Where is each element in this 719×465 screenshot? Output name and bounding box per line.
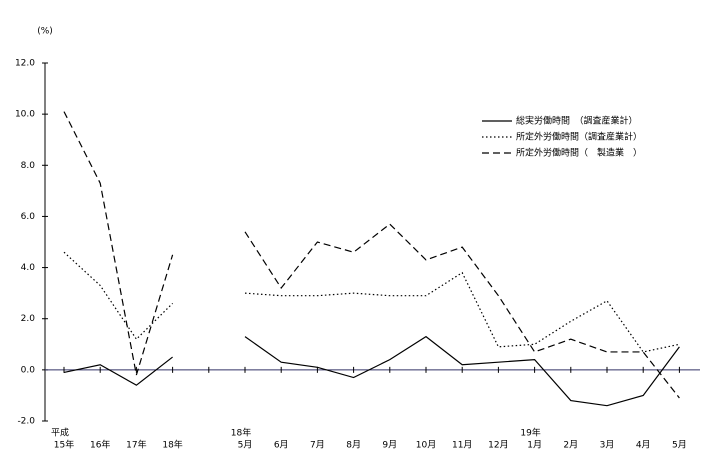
x-tick-group-label: 18年 xyxy=(231,427,251,439)
series-line xyxy=(63,111,680,399)
x-tick-label: 18年 xyxy=(162,439,182,451)
y-tick-label: 8.0 xyxy=(21,161,36,171)
x-tick-label: 12月 xyxy=(488,440,508,451)
x-tick-label: 7月 xyxy=(310,440,325,451)
x-tick-group-label: 19年 xyxy=(520,427,540,439)
series-line xyxy=(63,335,680,407)
y-tick-label: 12.0 xyxy=(15,59,35,69)
y-tick-label: 4.0 xyxy=(21,263,36,273)
x-tick-label: 16年 xyxy=(90,439,110,451)
x-tick-label: 15年 xyxy=(54,439,74,451)
x-tick-group-label: 平成 xyxy=(51,427,69,439)
legend-label: 所定外労働時間（ 製造業 ） xyxy=(516,147,642,159)
y-axis-label: (%) xyxy=(37,27,53,37)
x-tick-label: 3月 xyxy=(600,440,615,451)
legend-label: 所定外労働時間（調査産業計） xyxy=(516,131,642,143)
y-tick-label: -2.0 xyxy=(17,417,35,427)
x-tick-label: 6月 xyxy=(274,440,289,451)
x-tick-label: 4月 xyxy=(636,440,651,451)
x-tick-label: 1月 xyxy=(527,440,542,451)
y-tick-label: 10.0 xyxy=(15,110,35,120)
x-tick-label: 2月 xyxy=(563,440,578,451)
x-tick-label: 10月 xyxy=(416,440,436,451)
legend-label: 総実労働時間 （調査産業計） xyxy=(516,115,638,127)
x-tick-label: 8月 xyxy=(346,440,361,451)
x-tick-label: 11月 xyxy=(452,440,472,451)
y-tick-label: 2.0 xyxy=(21,314,36,324)
y-tick-label: 6.0 xyxy=(21,212,36,222)
x-tick-label: 5月 xyxy=(672,440,687,451)
x-tick-label: 9月 xyxy=(382,440,397,451)
x-tick-label: 5月 xyxy=(238,440,253,451)
x-tick-label: 17年 xyxy=(126,439,146,451)
series-line xyxy=(63,251,680,353)
y-tick-label: 0.0 xyxy=(21,365,36,375)
